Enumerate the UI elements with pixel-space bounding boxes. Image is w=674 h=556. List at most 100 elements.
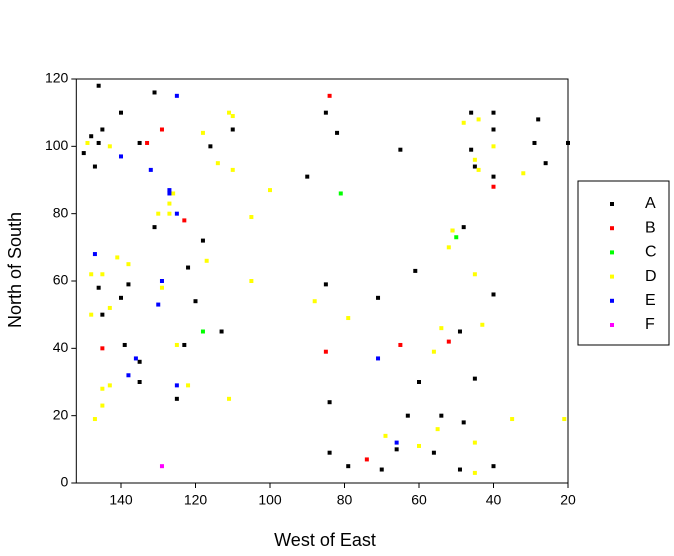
point	[376, 356, 381, 361]
point	[461, 420, 466, 425]
x-axis-title: West of East	[274, 530, 376, 550]
x-tick-label: 40	[486, 492, 502, 508]
point	[323, 282, 328, 287]
y-tick-label: 80	[53, 204, 69, 220]
point	[186, 265, 191, 270]
point	[92, 417, 97, 422]
point	[394, 447, 399, 452]
point	[133, 356, 138, 361]
point	[472, 272, 477, 277]
point	[335, 130, 340, 135]
point	[405, 413, 410, 418]
point	[171, 191, 176, 196]
point	[249, 215, 254, 220]
point	[562, 417, 567, 422]
legend-marker	[610, 250, 614, 255]
point	[145, 140, 150, 145]
point	[148, 167, 153, 172]
y-tick-label: 40	[53, 339, 69, 355]
point	[81, 151, 86, 156]
x-tick-label: 100	[258, 492, 282, 508]
legend-label: F	[645, 316, 655, 333]
point	[137, 359, 142, 364]
point	[100, 312, 105, 317]
point	[156, 302, 161, 307]
plot-area	[75, 78, 569, 484]
point	[126, 373, 131, 378]
point	[100, 386, 105, 391]
point	[100, 127, 105, 132]
point	[215, 161, 220, 166]
y-tick-label: 100	[45, 137, 69, 153]
point	[152, 90, 157, 95]
point	[439, 413, 444, 418]
point	[152, 225, 157, 230]
point	[230, 127, 235, 132]
y-tick-label: 0	[61, 474, 69, 490]
point	[227, 396, 232, 401]
point	[204, 258, 209, 263]
point	[491, 110, 496, 115]
point	[200, 329, 205, 334]
point	[182, 218, 187, 223]
point	[119, 295, 123, 300]
point	[126, 262, 131, 267]
x-tick-label: 80	[337, 492, 353, 508]
point	[122, 342, 127, 347]
point	[469, 147, 474, 152]
point	[182, 342, 187, 347]
point	[126, 282, 131, 287]
point	[174, 396, 179, 401]
point	[376, 295, 381, 300]
point	[491, 144, 496, 149]
point	[446, 339, 451, 344]
point	[89, 272, 94, 277]
point	[89, 134, 94, 139]
point	[100, 403, 105, 408]
point	[491, 292, 496, 297]
point	[327, 450, 332, 455]
point	[174, 211, 179, 216]
point	[431, 450, 436, 455]
point	[379, 467, 384, 472]
point	[346, 316, 351, 321]
point	[159, 285, 164, 290]
point	[219, 329, 224, 334]
point	[476, 117, 481, 122]
point	[461, 225, 466, 230]
point	[439, 326, 444, 331]
point	[92, 252, 97, 257]
legend-marker	[610, 274, 614, 279]
point	[346, 464, 351, 469]
point	[472, 164, 477, 169]
point	[208, 144, 213, 149]
y-tick-label: 120	[45, 70, 69, 86]
point	[230, 114, 235, 119]
point	[167, 188, 172, 193]
point	[413, 268, 418, 273]
point	[100, 272, 105, 277]
point	[398, 147, 403, 152]
point	[472, 470, 477, 475]
point	[100, 346, 105, 351]
point	[85, 140, 90, 145]
point	[521, 171, 526, 176]
point	[457, 467, 462, 472]
point	[174, 342, 179, 347]
legend-marker	[610, 202, 614, 206]
point	[89, 312, 94, 317]
legend-marker	[610, 226, 614, 231]
point	[431, 349, 436, 354]
x-tick-label: 60	[411, 492, 427, 508]
point	[491, 127, 496, 132]
y-tick-label: 20	[53, 406, 69, 422]
point	[193, 299, 198, 304]
point	[417, 380, 421, 384]
point	[491, 184, 496, 189]
point	[186, 383, 191, 388]
point	[137, 140, 142, 145]
point	[510, 417, 515, 422]
point	[167, 191, 172, 196]
point	[532, 140, 537, 145]
